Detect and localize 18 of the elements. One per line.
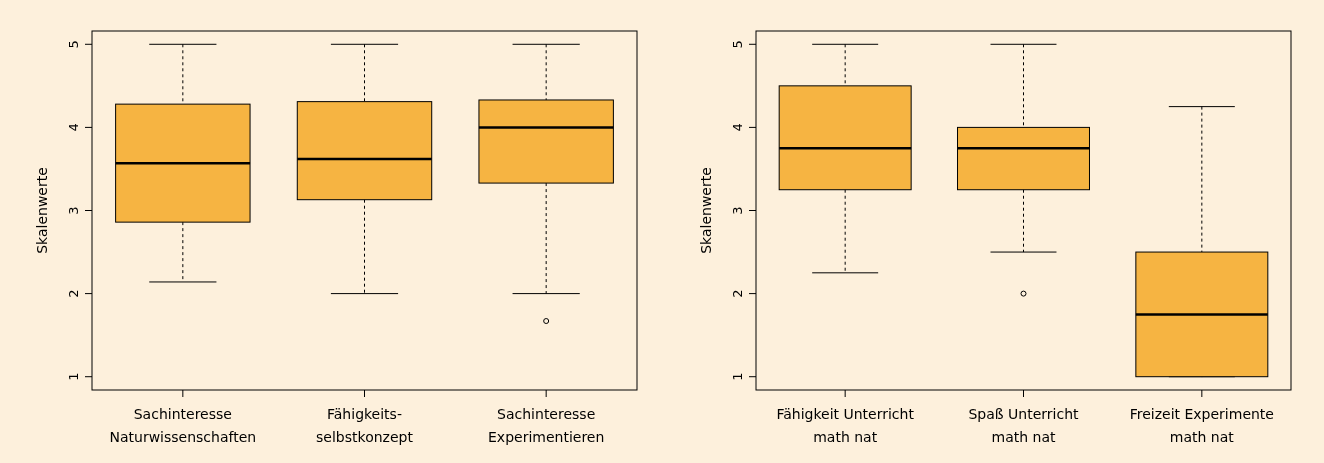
x-tick-label: Freizeit Experimente math nat — [1129, 406, 1274, 445]
x-tick-label: Sachinteresse Naturwissenschaften — [109, 406, 257, 445]
y-tick-label: 4 — [66, 123, 81, 132]
y-tick-label: 4 — [730, 123, 745, 132]
y-tick-label: 5 — [730, 40, 745, 49]
y-tick-label: 3 — [66, 206, 81, 215]
y-tick-label: 2 — [730, 289, 745, 298]
y-axis-title: Skalenwerte — [34, 167, 50, 254]
x-tick-label: Fähigkeit Unterricht math nat — [776, 406, 915, 445]
x-tick-label: Fähigkeits- selbstkonzept — [316, 406, 414, 445]
y-tick-label: 3 — [730, 206, 745, 215]
y-tick-label: 1 — [66, 372, 81, 381]
y-tick-label: 2 — [66, 289, 81, 298]
y-axis-title: Skalenwerte — [698, 167, 714, 254]
x-tick-label: Sachinteresse Experimentieren — [488, 406, 605, 445]
y-tick-label: 1 — [730, 372, 745, 381]
x-tick-label: Spaß Unterricht math nat — [968, 406, 1080, 445]
y-tick-label: 5 — [66, 40, 81, 49]
